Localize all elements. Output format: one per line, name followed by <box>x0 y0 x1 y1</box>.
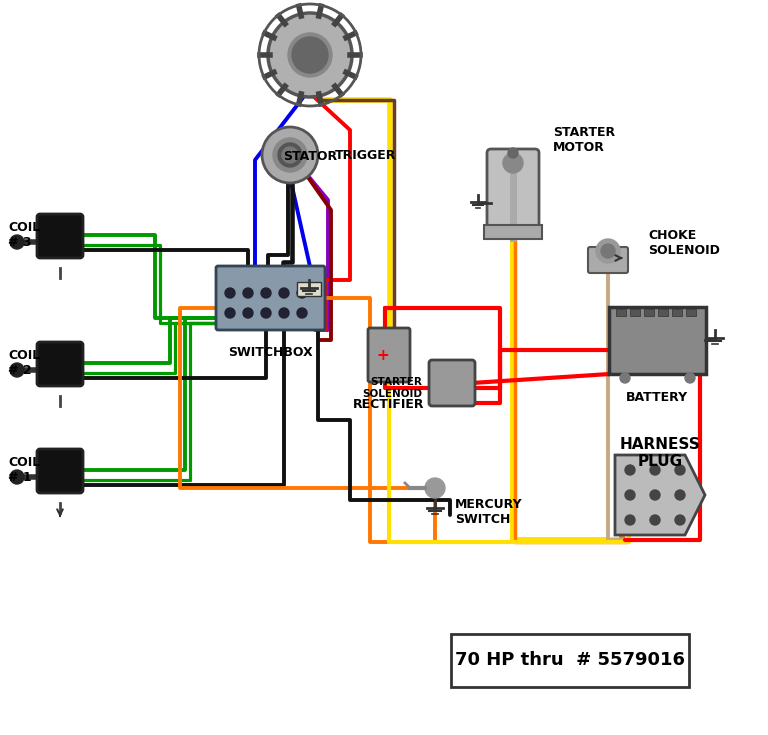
Circle shape <box>292 37 328 73</box>
Circle shape <box>278 143 302 167</box>
Text: +: + <box>376 348 389 363</box>
Polygon shape <box>615 455 705 535</box>
Circle shape <box>288 33 332 77</box>
Circle shape <box>10 470 24 484</box>
FancyBboxPatch shape <box>37 449 83 493</box>
Text: STARTER
MOTOR: STARTER MOTOR <box>553 126 615 154</box>
Circle shape <box>243 288 253 298</box>
Text: COIL
# 1: COIL # 1 <box>8 456 40 484</box>
Circle shape <box>297 288 307 298</box>
FancyBboxPatch shape <box>686 309 696 316</box>
Circle shape <box>10 363 24 377</box>
FancyBboxPatch shape <box>630 309 640 316</box>
FancyBboxPatch shape <box>644 309 654 316</box>
FancyBboxPatch shape <box>484 225 542 239</box>
FancyBboxPatch shape <box>658 309 668 316</box>
FancyBboxPatch shape <box>672 309 682 316</box>
Text: CHOKE
SOLENOID: CHOKE SOLENOID <box>648 229 720 257</box>
Circle shape <box>297 308 307 318</box>
Circle shape <box>620 373 630 383</box>
Circle shape <box>425 478 445 498</box>
FancyBboxPatch shape <box>616 309 626 316</box>
Text: RECTIFIER: RECTIFIER <box>353 398 425 411</box>
Circle shape <box>675 465 685 475</box>
Text: STATOR: STATOR <box>283 150 337 163</box>
Circle shape <box>262 127 318 183</box>
FancyBboxPatch shape <box>609 307 706 374</box>
FancyBboxPatch shape <box>37 214 83 258</box>
Text: SWITCHBOX: SWITCHBOX <box>227 346 313 359</box>
Circle shape <box>261 308 271 318</box>
FancyBboxPatch shape <box>588 247 628 273</box>
Circle shape <box>625 515 635 525</box>
Circle shape <box>279 308 289 318</box>
Text: TRIGGER: TRIGGER <box>335 148 396 162</box>
FancyBboxPatch shape <box>216 266 325 330</box>
Circle shape <box>675 515 685 525</box>
Circle shape <box>503 153 523 173</box>
Circle shape <box>508 148 518 158</box>
FancyBboxPatch shape <box>429 360 475 406</box>
FancyBboxPatch shape <box>37 342 83 386</box>
Circle shape <box>601 244 615 258</box>
Circle shape <box>685 373 695 383</box>
FancyBboxPatch shape <box>487 149 539 232</box>
Text: MERCURY
SWITCH: MERCURY SWITCH <box>455 498 523 526</box>
Text: COIL
# 3: COIL # 3 <box>8 221 40 249</box>
FancyBboxPatch shape <box>368 328 410 382</box>
Circle shape <box>625 490 635 500</box>
Text: COIL
# 2: COIL # 2 <box>8 349 40 377</box>
Circle shape <box>282 147 298 163</box>
FancyBboxPatch shape <box>297 282 321 296</box>
Circle shape <box>650 515 660 525</box>
Circle shape <box>270 15 350 95</box>
Circle shape <box>225 308 235 318</box>
Circle shape <box>650 465 660 475</box>
Circle shape <box>279 288 289 298</box>
Circle shape <box>650 490 660 500</box>
Text: BATTERY: BATTERY <box>626 391 688 404</box>
Text: HARNESS
PLUG: HARNESS PLUG <box>620 437 700 470</box>
Text: 70 HP thru  # 5579016: 70 HP thru # 5579016 <box>455 651 685 669</box>
Text: STARTER
SOLENOID: STARTER SOLENOID <box>362 377 422 399</box>
Circle shape <box>10 235 24 249</box>
Circle shape <box>625 465 635 475</box>
Circle shape <box>596 239 620 263</box>
Circle shape <box>675 490 685 500</box>
Circle shape <box>273 138 307 172</box>
Circle shape <box>261 288 271 298</box>
Circle shape <box>225 288 235 298</box>
Circle shape <box>243 308 253 318</box>
FancyBboxPatch shape <box>451 634 689 687</box>
